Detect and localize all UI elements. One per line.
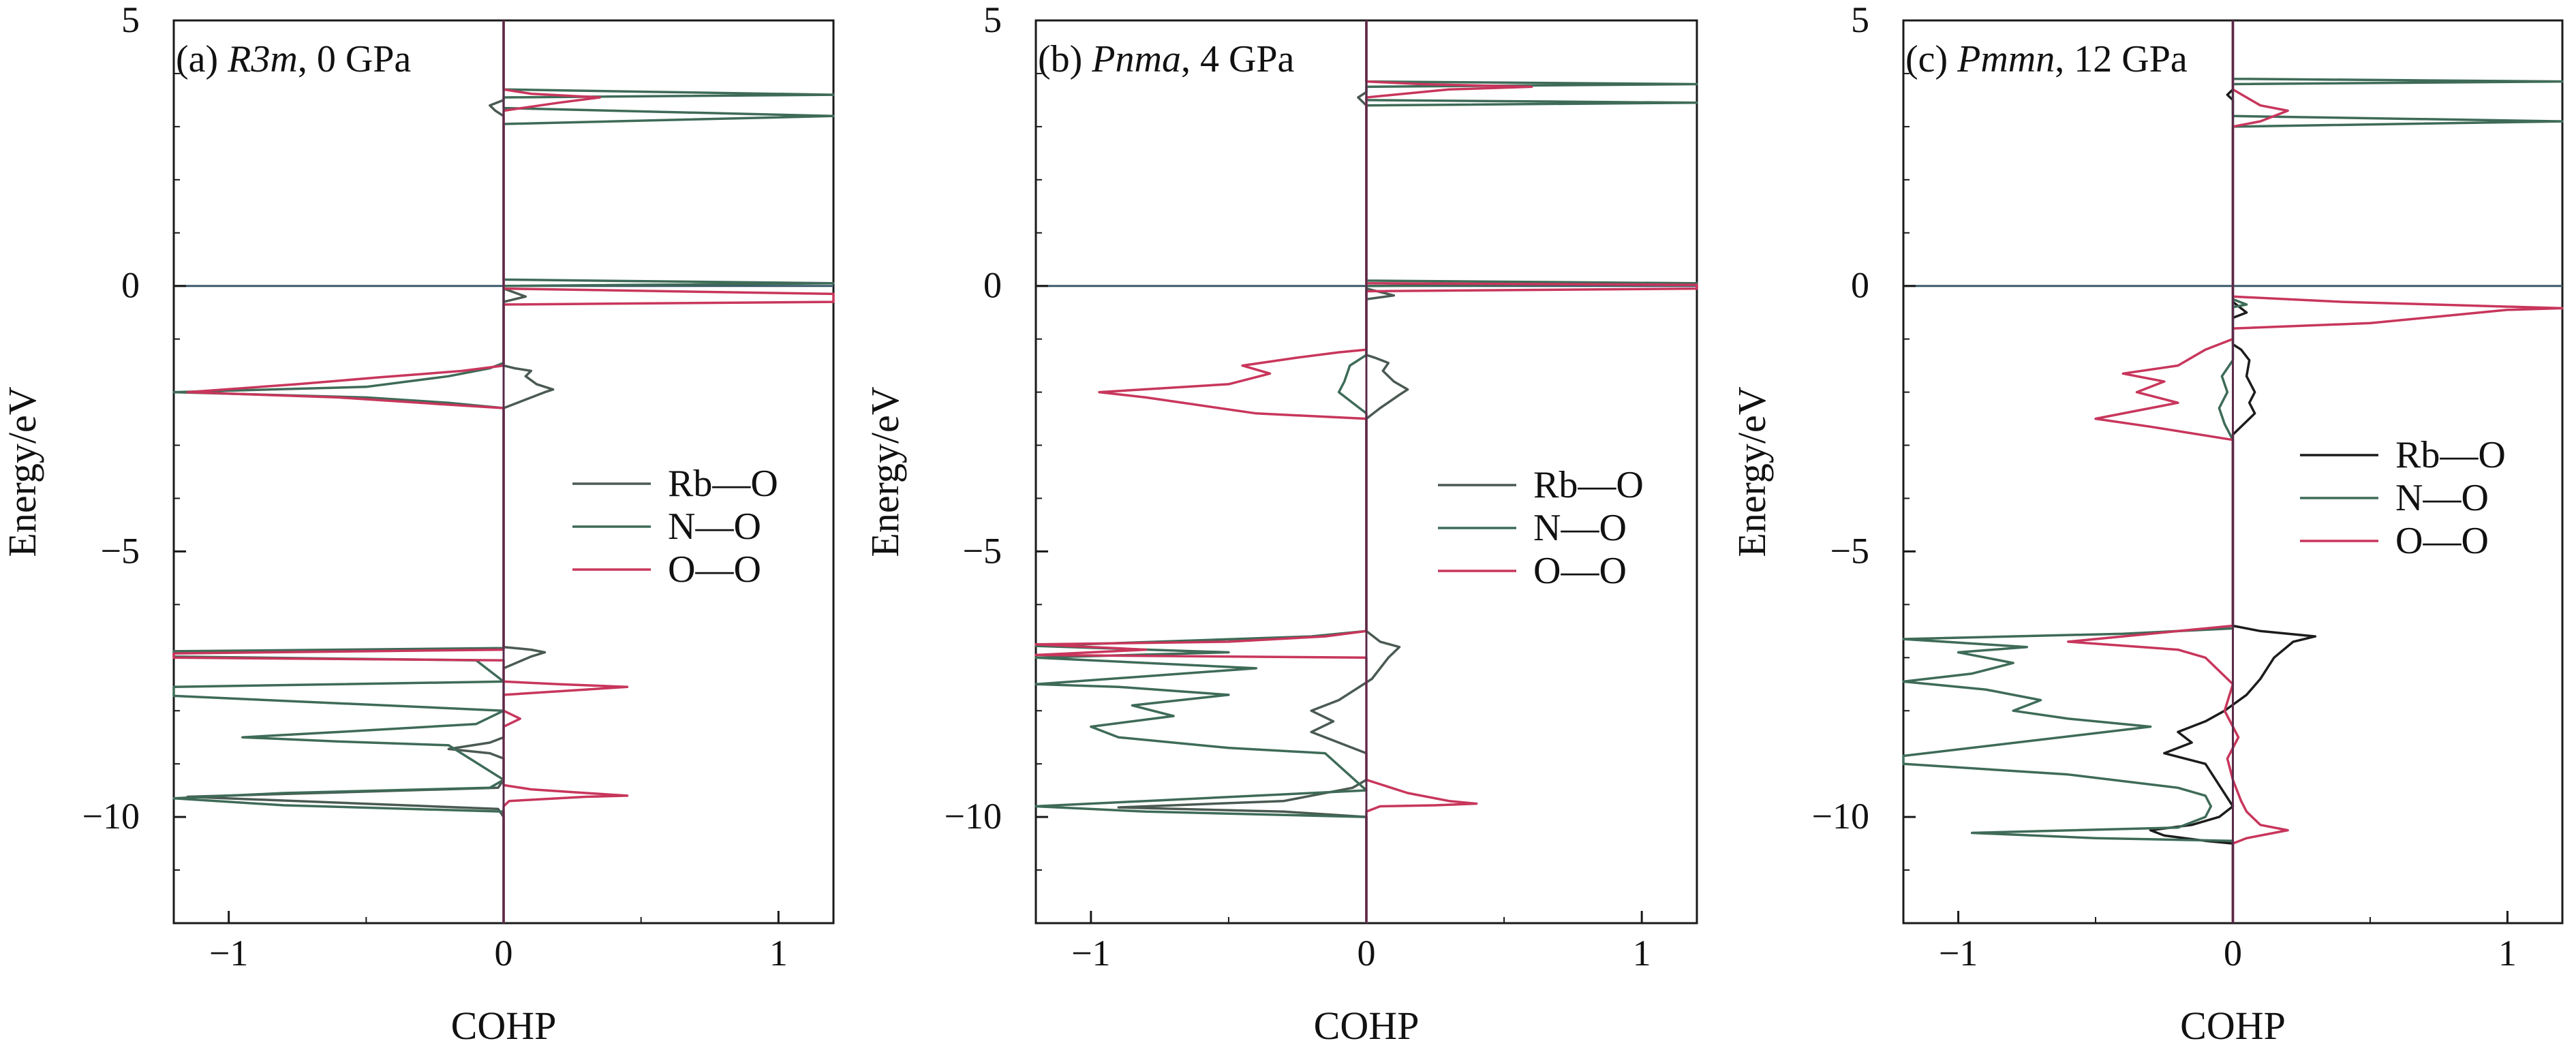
y-tick-label: 5 xyxy=(983,0,1002,40)
panel-title-space xyxy=(1948,38,1957,80)
y-tick-label: 0 xyxy=(1851,265,1869,306)
y-tick-label: −10 xyxy=(1812,796,1869,837)
y-tick-label: 0 xyxy=(121,265,140,306)
y-tick-label: 5 xyxy=(121,0,140,40)
phase-name: R3m xyxy=(227,38,298,80)
legend-label: O—O xyxy=(1533,550,1627,592)
panel-title: (b) Pnma, 4 GPa xyxy=(1038,38,1295,80)
legend-label: N—O xyxy=(1533,507,1627,549)
y-tick-label: −5 xyxy=(1830,530,1869,571)
panel-title: (a) R3m, 0 GPa xyxy=(176,38,411,80)
legend: Rb—ON—OO—O xyxy=(2300,434,2506,562)
panel-label: (a) xyxy=(176,38,218,80)
x-tick-label: 0 xyxy=(1358,933,1376,974)
legend-label: Rb—O xyxy=(2395,434,2506,476)
y-tick-label: −10 xyxy=(82,796,140,837)
x-tick-label: 0 xyxy=(495,933,513,974)
y-tick-label: −5 xyxy=(963,530,1002,571)
panel-title: (c) Pmmn, 12 GPa xyxy=(1905,38,2188,80)
x-tick-label: 0 xyxy=(2224,933,2242,974)
x-axis-label: COHP xyxy=(451,1004,557,1048)
panel-label: (c) xyxy=(1905,38,1948,80)
legend-label: Rb—O xyxy=(1533,464,1644,506)
panel-title-space xyxy=(1082,38,1092,80)
y-axis-label: Energy/eV xyxy=(0,386,44,557)
pressure-value: , 12 GPa xyxy=(2055,38,2188,80)
panel-label: (b) xyxy=(1038,38,1082,80)
y-axis-label: Energy/eV xyxy=(863,386,907,557)
series-line-o-o xyxy=(172,20,835,923)
legend: Rb—ON—OO—O xyxy=(572,463,778,591)
series-line-o-o xyxy=(2067,20,2564,923)
x-tick-label: −1 xyxy=(1939,933,1978,974)
legend-label: O—O xyxy=(2395,520,2489,562)
x-tick-label: −1 xyxy=(1071,933,1110,974)
x-tick-label: 1 xyxy=(2498,933,2517,974)
y-tick-label: −10 xyxy=(945,796,1002,837)
legend-label: N—O xyxy=(2395,477,2489,519)
y-tick-label: 5 xyxy=(1851,0,1869,40)
x-tick-label: −1 xyxy=(209,933,248,974)
phase-name: Pnma xyxy=(1091,38,1181,80)
y-tick-label: 0 xyxy=(983,265,1002,306)
pressure-value: , 4 GPa xyxy=(1181,38,1295,80)
x-axis-label: COHP xyxy=(1314,1004,1420,1048)
panel-title-space xyxy=(218,38,228,80)
legend-label: N—O xyxy=(668,506,761,548)
legend-label: Rb—O xyxy=(668,463,778,505)
legend: Rb—ON—OO—O xyxy=(1438,464,1644,592)
y-axis-label: Energy/eV xyxy=(1730,386,1774,557)
legend-label: O—O xyxy=(668,548,761,591)
phase-name: Pmmn xyxy=(1957,38,2055,80)
x-tick-label: 1 xyxy=(1633,933,1651,974)
x-axis-label: COHP xyxy=(2180,1004,2286,1048)
series-line-rb-o xyxy=(186,20,555,923)
pressure-value: , 0 GPa xyxy=(298,38,412,80)
x-tick-label: 1 xyxy=(769,933,788,974)
y-tick-label: −5 xyxy=(101,530,140,571)
